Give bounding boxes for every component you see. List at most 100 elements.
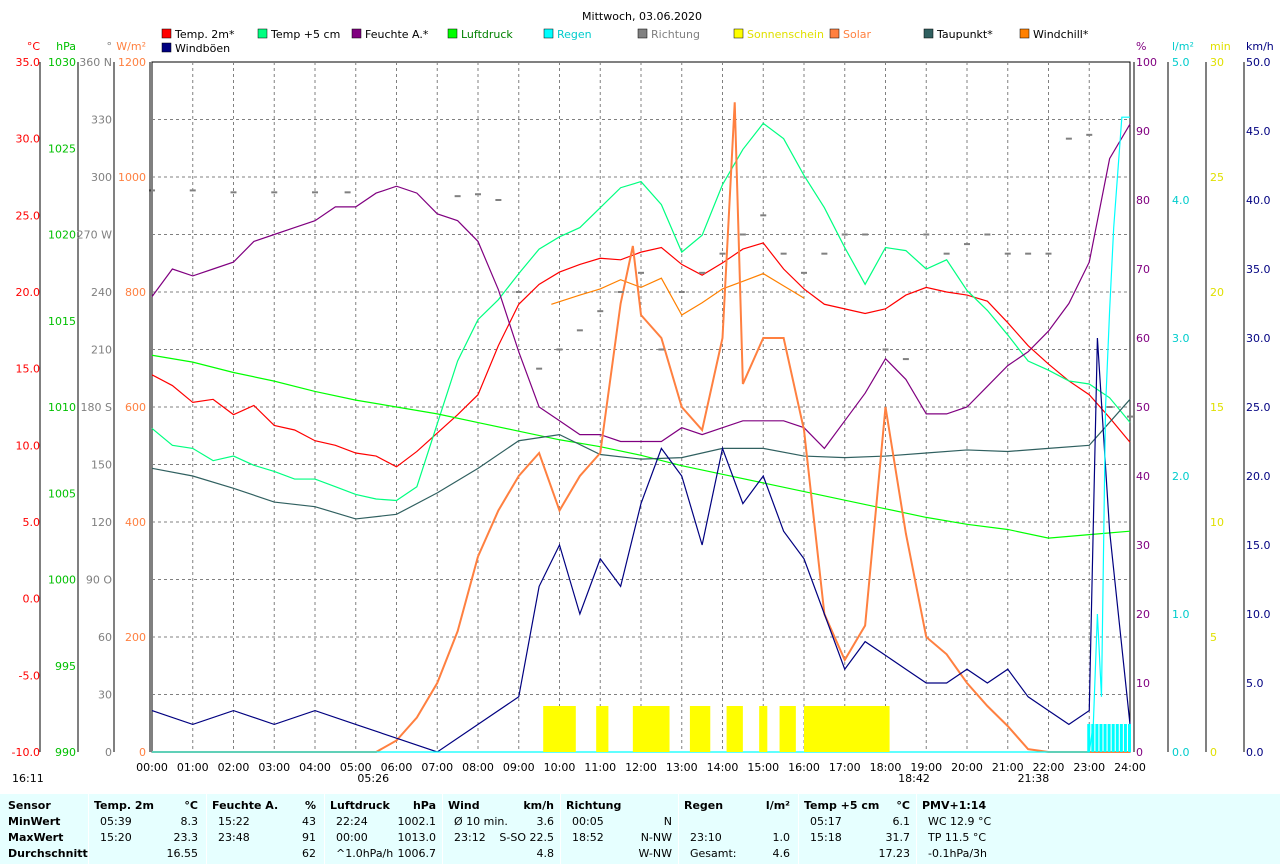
x-tick-label: 20:00 [951,761,983,774]
direction-point [780,252,787,255]
direction-point [475,193,481,196]
series-line-1 [151,122,1131,502]
direction-point [1045,252,1052,255]
direction-point [576,329,583,332]
stats-separator [916,794,917,864]
rain-bar [1115,724,1119,752]
direction-point [1127,415,1133,418]
tick-label-humidity: 90 [1136,125,1150,138]
stats-cell-value: 17.23 [878,847,911,860]
tick-label-wind: 15.0 [1246,539,1271,552]
direction-point [515,291,522,293]
stats-cell-value: 4.6 [772,847,791,860]
rain-bar [1103,724,1107,752]
stats-column: Temp. 2m °C 05:39 8.3 15:20 23.3 16.55 [94,794,204,864]
legend-swatch [161,42,172,53]
stats-label-avg: Durchschnitt [8,847,88,860]
axis-unit-temp: °C [27,40,41,53]
sunshine-bar [632,706,670,752]
direction-point [699,271,706,274]
direction-point [536,367,543,370]
tick-label-direction: 60 [98,631,112,644]
stats-cell-time: ^1.0hPa/h [336,847,394,860]
series-line-0 [151,242,1131,468]
rain-bar [1119,724,1123,752]
stats-cell-time: TP 11.5 °C [928,831,987,844]
stats-unit: °C [896,799,910,812]
event-marker: 16:11 [12,772,44,785]
direction-point [1086,133,1093,136]
stats-cell-value: 8.3 [180,815,199,828]
stats-cell-time: 05:17 [810,815,842,828]
x-tick-label: 00:00 [136,761,168,774]
legend-label: Luftdruck [461,28,513,41]
tick-label-pressure: 1025 [48,142,76,155]
stats-cell-time: 23:12 [454,831,486,844]
stats-unit: % [304,799,316,812]
stats-header: Temp. 2m [94,799,154,812]
x-tick-label: 07:00 [421,761,453,774]
tick-label-wind: 10.0 [1246,608,1271,621]
tick-label-direction: 30 [98,689,112,702]
tick-label-rain: 0.0 [1172,746,1190,759]
axis-unit-pressure: hPa [56,40,76,53]
legend-label: Temp +5 cm [270,28,340,41]
stats-label-sensor: Sensor [8,799,51,812]
direction-point [923,233,930,236]
direction-point [760,214,767,217]
series-line-6 [152,102,1130,753]
legend-label: Feuchte A.* [365,28,429,41]
tick-label-solar: 1000 [118,171,146,184]
stats-cell-value: 43 [302,815,316,828]
rain-bar [1087,724,1091,752]
direction-point [344,191,351,194]
x-tick-label: 06:00 [381,761,413,774]
legend-swatch [543,28,554,39]
sunshine-bar [543,706,576,752]
direction-point [821,252,828,255]
stats-label-max: MaxWert [8,831,64,844]
stats-header: Wind [448,799,480,812]
chart-legend: Temp. 2m* Temp +5 cm Feuchte A.* Luftdruck R… [161,28,1089,55]
tick-label-temp: 15.0 [16,363,41,376]
legend-label: Temp. 2m* [174,28,235,41]
direction-point [719,252,726,255]
tick-label-wind: 40.0 [1246,194,1271,207]
tick-label-wind: 50.0 [1246,56,1271,69]
x-tick-label: 01:00 [177,761,209,774]
legend-label: Sonnenschein [747,28,824,41]
stats-cell-time: 18:52 [572,831,604,844]
tick-label-direction: 180 S [81,401,112,414]
tick-label-humidity: 40 [1136,470,1150,483]
stats-column: Richtung 00:05 N 18:52 N-NW W-NW [566,794,678,864]
direction-point [638,271,644,274]
tick-label-temp: 25.0 [16,209,41,222]
chart-grid [151,61,1131,753]
direction-point [1004,252,1011,255]
legend-label: Solar [843,28,872,41]
stats-cell-time: 00:00 [336,831,368,844]
stats-separator [678,794,679,864]
stats-cell-time: 15:20 [100,831,132,844]
tick-label-wind: 0.0 [1246,746,1264,759]
rain-bar [1128,724,1131,752]
x-tick-label: 10:00 [544,761,576,774]
tick-label-pressure: 1000 [48,574,76,587]
stats-cell-value: 1.0 [772,831,791,844]
stats-cell-time: 23:48 [218,831,250,844]
tick-label-pressure: 1020 [48,229,76,242]
sunshine-bar [759,706,768,752]
tick-label-solar: 400 [125,516,146,529]
stats-separator [88,794,89,864]
stats-column: Luftdruck hPa 22:24 1002.1 00:00 1013.0 ^1.0hP… [330,794,442,864]
direction-point [271,191,278,194]
tick-label-humidity: 30 [1136,539,1150,552]
axis-unit-solar: W/m² [116,40,146,53]
tick-label-rain: 4.0 [1172,194,1190,207]
tick-label-sunshine: 20 [1210,286,1224,299]
tick-label-humidity: 100 [1136,56,1157,69]
tick-label-wind: 35.0 [1246,263,1271,276]
legend-swatch [257,28,268,39]
stats-cell-value: 91 [302,831,316,844]
x-tick-label: 24:00 [1114,761,1146,774]
